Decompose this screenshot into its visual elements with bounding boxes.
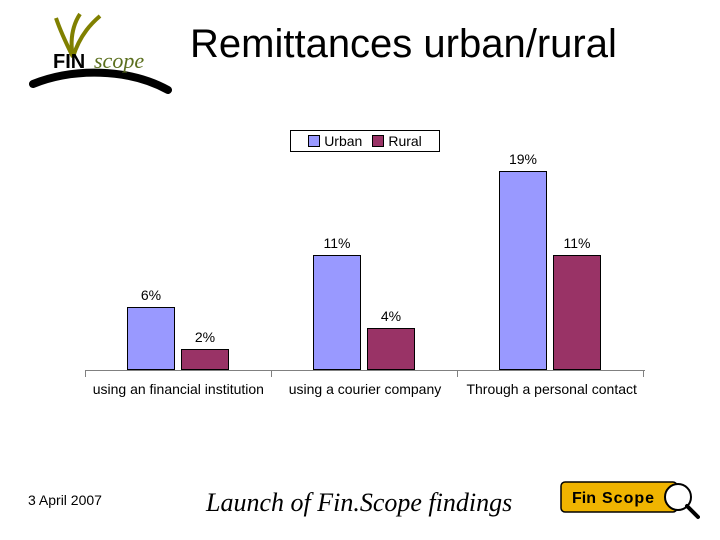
footer-logo-prefix: Fin — [572, 490, 596, 507]
tick — [85, 371, 86, 377]
chart: Urban Rural 6% 2% 11% 4% 19% 11% using an fin… — [85, 130, 645, 397]
logo-swoosh-icon: FIN scope — [18, 12, 178, 102]
category-label: using an financial institution — [85, 381, 272, 397]
finscope-logo-top: FIN scope — [18, 12, 178, 102]
plot-area: 6%2%11%4%19%11% — [85, 160, 645, 370]
bar-urban — [499, 171, 547, 371]
bar-label-rural: 2% — [175, 329, 235, 345]
category-label: using a courier company — [272, 381, 459, 397]
footer-logo-suffix: Scope — [602, 490, 655, 507]
logo-prefix-text: FIN — [53, 51, 85, 73]
bar-label-urban: 19% — [493, 151, 553, 167]
legend-swatch-urban — [308, 135, 320, 147]
x-ticks — [85, 371, 645, 379]
legend-swatch-rural — [372, 135, 384, 147]
category-label: Through a personal contact — [458, 381, 645, 397]
legend-label-rural: Rural — [388, 133, 421, 149]
legend-label-urban: Urban — [324, 133, 362, 149]
logo-suffix-text: scope — [94, 48, 144, 73]
bar-urban — [127, 307, 175, 370]
footer-logo-icon: Fin Scope — [560, 472, 700, 522]
tick — [643, 371, 644, 377]
finscope-logo-footer: Fin Scope — [560, 472, 700, 522]
bar-label-rural: 4% — [361, 308, 421, 324]
bar-urban — [313, 255, 361, 371]
bar-label-urban: 11% — [307, 235, 367, 251]
legend: Urban Rural — [290, 130, 440, 152]
category-labels: using an financial institution using a c… — [85, 381, 645, 397]
tick — [271, 371, 272, 377]
slide: FIN scope Remittances urban/rural Urban … — [0, 0, 720, 540]
legend-item-urban: Urban — [308, 133, 362, 149]
tick — [457, 371, 458, 377]
footer-date: 3 April 2007 — [28, 492, 102, 508]
bar-label-rural: 11% — [547, 235, 607, 251]
bar-rural — [181, 349, 229, 370]
slide-title: Remittances urban/rural — [190, 22, 617, 67]
legend-item-rural: Rural — [372, 133, 421, 149]
footer-caption: Launch of Fin.Scope findings — [206, 488, 512, 518]
bar-rural — [367, 328, 415, 370]
bar-label-urban: 6% — [121, 287, 181, 303]
bar-rural — [553, 255, 601, 371]
